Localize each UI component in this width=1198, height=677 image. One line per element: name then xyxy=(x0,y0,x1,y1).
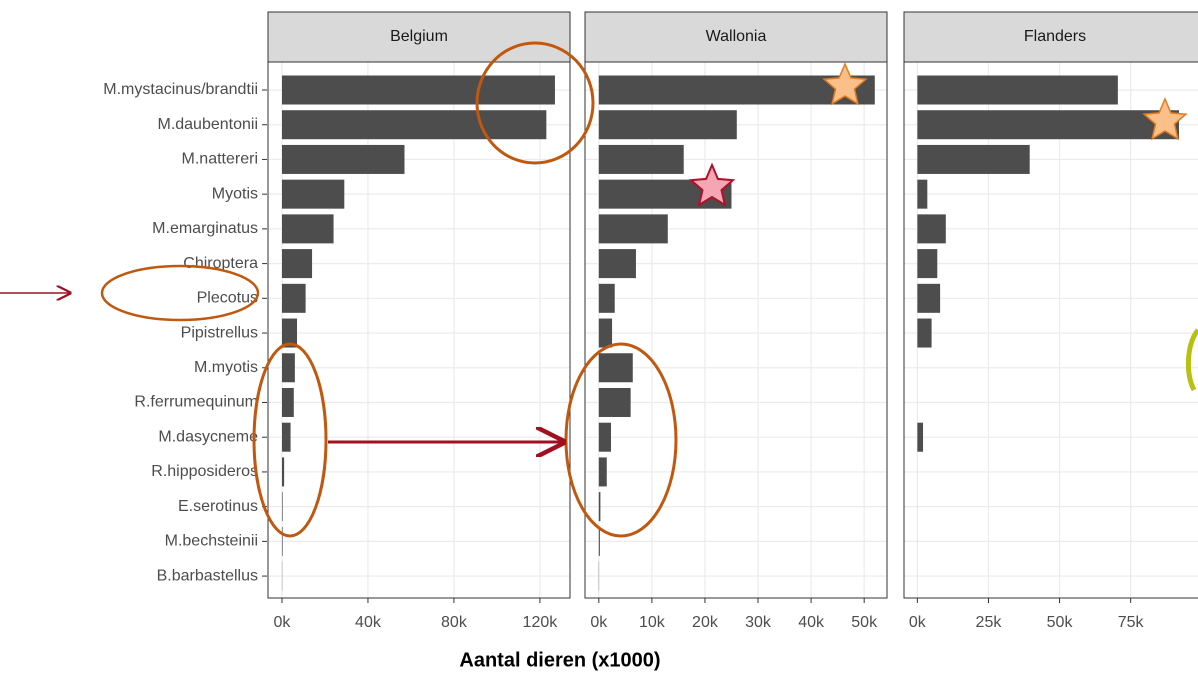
y-tick-label: R.hipposideros xyxy=(151,463,258,480)
y-tick-label: M.daubentonii xyxy=(157,116,258,133)
bar xyxy=(598,144,684,174)
panel xyxy=(585,62,887,598)
y-tick-label: M.dasycneme xyxy=(158,428,258,445)
panel-border xyxy=(584,61,888,599)
bar xyxy=(917,283,941,313)
y-tick-label: M.bechsteinii xyxy=(165,533,258,550)
bar xyxy=(917,110,1179,140)
panel-border xyxy=(903,61,1198,599)
x-tick-label: 0k xyxy=(909,614,927,631)
bar xyxy=(598,214,668,244)
bar xyxy=(281,144,405,174)
x-tick-label: 25k xyxy=(976,614,1003,631)
bar xyxy=(917,75,1118,105)
bar xyxy=(281,249,313,279)
bar xyxy=(281,353,295,383)
bar xyxy=(598,387,631,417)
bar xyxy=(281,387,294,417)
y-tick-label: M.mystacinus/brandtii xyxy=(103,81,258,98)
y-tick-label: Plecotus xyxy=(197,290,258,307)
x-tick-label: 20k xyxy=(692,614,719,631)
bar xyxy=(917,318,932,348)
y-tick-label: R.ferrumequinum xyxy=(134,394,258,411)
bar xyxy=(281,179,345,209)
bar xyxy=(917,144,1030,174)
highlight-circle xyxy=(100,264,260,322)
x-tick-label: 40k xyxy=(355,614,382,631)
y-tick-label: M.emarginatus xyxy=(152,220,258,237)
x-tick-label: 80k xyxy=(441,614,468,631)
y-tick-label: Pipistrellus xyxy=(181,324,258,341)
x-tick-label: 50k xyxy=(851,614,878,631)
highlight-shape xyxy=(1185,328,1198,392)
bar xyxy=(598,526,600,556)
x-tick-label: 0k xyxy=(274,614,292,631)
bar xyxy=(281,526,283,556)
plot: M.mystacinus/brandtii M.daubentonii M.natt… xyxy=(103,11,1198,631)
x-tick-label: 50k xyxy=(1047,614,1074,631)
bar xyxy=(917,179,928,209)
x-tick-label: 120k xyxy=(523,614,559,631)
bar xyxy=(917,422,924,452)
highlight-circle xyxy=(564,342,678,538)
facet-title: Belgium xyxy=(390,28,448,45)
bar xyxy=(281,457,285,487)
bar xyxy=(598,318,613,348)
bar xyxy=(598,492,601,522)
y-tick-label: B.barbastellus xyxy=(157,567,258,584)
bar xyxy=(281,283,306,313)
x-axis-label: Aantal dieren (x1000) xyxy=(459,649,660,671)
bar xyxy=(917,214,946,244)
facet-title: Flanders xyxy=(1024,28,1086,45)
bar xyxy=(598,283,615,313)
highlight-circle xyxy=(252,342,328,538)
annotations xyxy=(0,41,1198,538)
bar xyxy=(281,422,291,452)
y-tick-label: M.myotis xyxy=(194,359,258,376)
bar xyxy=(281,492,283,522)
bar xyxy=(281,110,547,140)
y-tick-label: E.serotinus xyxy=(178,498,258,515)
strip xyxy=(267,11,571,63)
y-tick-label: Myotis xyxy=(212,185,258,202)
y-tick-label: M.nattereri xyxy=(182,151,258,168)
strip xyxy=(903,11,1198,63)
bar xyxy=(281,75,555,105)
bar xyxy=(917,249,938,279)
bar xyxy=(598,249,636,279)
x-tick-label: 10k xyxy=(639,614,666,631)
panel-border xyxy=(267,61,571,599)
bar xyxy=(281,214,334,244)
x-tick-label: 0k xyxy=(590,614,608,631)
x-tick-label: 30k xyxy=(745,614,772,631)
bar xyxy=(598,422,612,452)
panel xyxy=(268,62,570,598)
bar xyxy=(598,457,607,487)
x-tick-label: 40k xyxy=(798,614,825,631)
panel xyxy=(904,62,1198,598)
strip xyxy=(584,11,888,63)
facet-title: Wallonia xyxy=(706,28,767,45)
bar xyxy=(598,353,633,383)
x-tick-label: 75k xyxy=(1118,614,1145,631)
bar xyxy=(598,110,737,140)
bar xyxy=(281,318,298,348)
highlight-circle xyxy=(475,41,595,165)
